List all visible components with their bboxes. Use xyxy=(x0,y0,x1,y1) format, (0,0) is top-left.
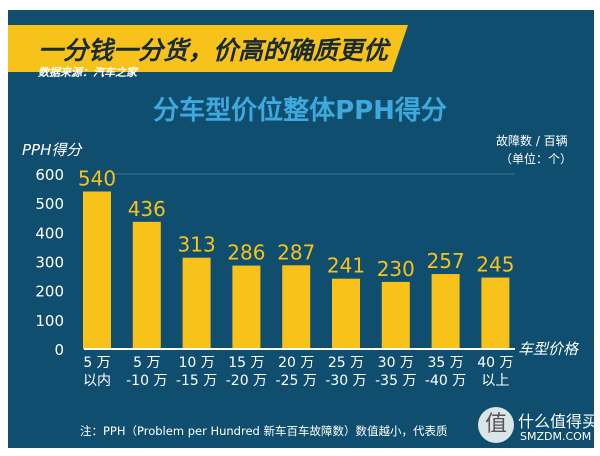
x-tick-label: 20 万 xyxy=(278,355,314,371)
x-tick-label: -20 万 xyxy=(226,373,267,389)
bar xyxy=(381,281,410,349)
x-tick-label: 10 万 xyxy=(178,355,214,371)
unit-label: 故障数 / 百辆 xyxy=(496,134,568,148)
x-tick-label: 40 万 xyxy=(477,355,513,371)
bar xyxy=(431,274,460,349)
y-tick-label: 0 xyxy=(54,341,64,359)
bar xyxy=(282,265,311,349)
watermark-domain: SMZDM.COM xyxy=(520,430,592,443)
bar xyxy=(232,265,261,349)
data-label: 287 xyxy=(277,240,315,264)
bar xyxy=(481,277,510,349)
x-tick-label: -35 万 xyxy=(375,373,416,389)
x-tick-label: 以上 xyxy=(481,373,509,389)
data-label: 241 xyxy=(327,254,365,278)
data-label: 257 xyxy=(427,249,465,273)
chart-title: 分车型价位整体PPH得分 xyxy=(153,96,447,126)
headline: 一分钱一分货，价高的确质更优 xyxy=(38,36,389,65)
data-label: 286 xyxy=(227,241,265,265)
data-source: 数据来源：汽车之家 xyxy=(38,66,137,79)
x-tick-label: -25 万 xyxy=(276,373,317,389)
footnote: 注：PPH（Problem per Hundred 新车百车故障数）数值越小，代… xyxy=(80,424,448,438)
data-label: 436 xyxy=(128,197,166,221)
bar xyxy=(132,221,161,349)
x-tick-label: -15 万 xyxy=(176,373,217,389)
headline-banner: 一分钱一分货，价高的确质更优 xyxy=(8,25,408,72)
y-tick-label: 100 xyxy=(35,312,64,330)
x-tick-label: -10 万 xyxy=(126,373,167,389)
bar xyxy=(332,278,360,349)
x-axis-label: 车型价格 xyxy=(518,340,579,358)
watermark-logo-icon: 值 xyxy=(478,407,514,443)
watermark-text: 什么值得买 xyxy=(518,412,599,431)
x-tick-label: 15 万 xyxy=(228,355,264,371)
x-tick-label: 5 万 xyxy=(133,355,160,371)
y-axis-label: PPH得分 xyxy=(22,141,82,159)
y-tick-label: 500 xyxy=(35,195,64,213)
bar xyxy=(83,191,111,349)
x-tick-label: 35 万 xyxy=(427,355,463,371)
y-tick-label: 300 xyxy=(35,254,64,272)
data-label: 313 xyxy=(178,233,216,257)
data-label: 245 xyxy=(476,253,514,277)
unit-label-sub: （单位：个） xyxy=(500,152,573,166)
x-tick-label: 5 万 xyxy=(83,355,110,371)
y-tick-label: 200 xyxy=(35,283,64,301)
x-tick-label: 以内 xyxy=(83,373,111,389)
x-tick-label: 30 万 xyxy=(378,355,414,371)
y-tick-label: 400 xyxy=(35,224,64,242)
y-tick-label: 600 xyxy=(35,166,64,184)
x-tick-label: 25 万 xyxy=(328,355,364,371)
data-label: 540 xyxy=(78,167,116,191)
data-label: 230 xyxy=(377,257,415,281)
bar xyxy=(182,257,211,349)
x-tick-label: -30 万 xyxy=(325,373,366,389)
x-tick-label: -40 万 xyxy=(425,373,466,389)
